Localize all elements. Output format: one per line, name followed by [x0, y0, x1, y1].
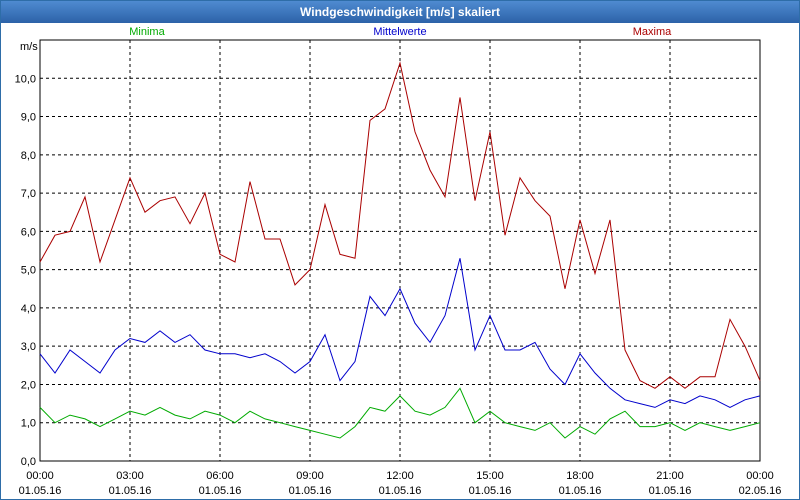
y-tick-label: 9,0: [21, 112, 36, 124]
x-tick-time: 03:00: [116, 470, 144, 482]
grid: [40, 40, 760, 461]
x-tick-time: 18:00: [566, 470, 594, 482]
y-tick-label: 2,0: [21, 379, 36, 391]
y-tick-label: 10,0: [15, 73, 36, 85]
x-tick-date: 01.05.16: [649, 485, 692, 497]
y-tick-label: 5,0: [21, 265, 36, 277]
x-axis: 00:00 01.05.16 03:00 01.05.16 06:00 01.05.16 0…: [19, 470, 782, 497]
y-axis-label: m/s: [20, 41, 38, 53]
y-tick-label: 1,0: [21, 418, 36, 430]
y-tick-label: 3,0: [21, 341, 36, 353]
x-tick-time: 00:00: [26, 470, 54, 482]
x-tick-date: 01.05.16: [379, 485, 422, 497]
x-tick-date: 01.05.16: [559, 485, 602, 497]
series-lines: [39, 61, 761, 439]
legend-entry: Maxima: [633, 26, 672, 38]
window-title: Windgeschwindigkeit [m/s] skaliert: [1, 1, 799, 23]
series-line: [39, 387, 761, 439]
legend-entry: Mittelwerte: [373, 26, 426, 38]
plot-area: [39, 39, 761, 462]
x-tick-time: 00:00: [746, 470, 774, 482]
x-tick-time: 12:00: [386, 470, 414, 482]
x-tick-date: 01.05.16: [109, 485, 152, 497]
series-line: [39, 61, 761, 389]
series-line: [39, 258, 761, 408]
y-tick-label: 4,0: [21, 303, 36, 315]
y-axis: 0,0 1,0 2,0 3,0 4,0 5,0 6,0 7,0 8,0 9,0 10,0: [15, 73, 36, 468]
legend: Minima Mittelwerte Maxima: [129, 26, 672, 38]
y-tick-label: 7,0: [21, 188, 36, 200]
x-tick-time: 15:00: [476, 470, 504, 482]
x-tick-date: 02.05.16: [739, 485, 782, 497]
x-tick-time: 09:00: [296, 470, 324, 482]
x-tick-date: 01.05.16: [199, 485, 242, 497]
y-tick-label: 6,0: [21, 226, 36, 238]
x-tick-time: 06:00: [206, 470, 234, 482]
legend-entry: Minima: [129, 26, 165, 38]
x-tick-date: 01.05.16: [19, 485, 62, 497]
x-tick-time: 21:00: [656, 470, 684, 482]
y-tick-label: 0,0: [21, 456, 36, 468]
x-tick-date: 01.05.16: [469, 485, 512, 497]
x-tick-date: 01.05.16: [289, 485, 332, 497]
y-tick-label: 8,0: [21, 150, 36, 162]
